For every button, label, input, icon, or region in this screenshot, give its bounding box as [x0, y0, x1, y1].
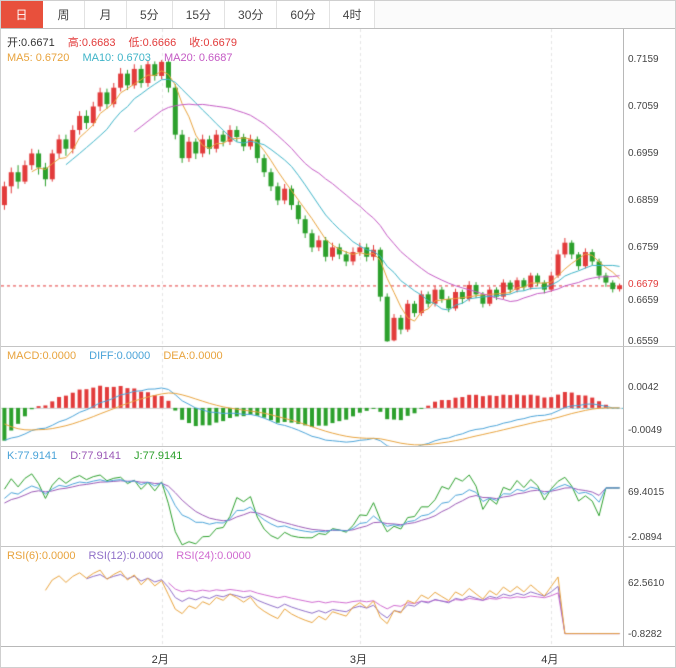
d-value-label: D:77.9141 [70, 450, 121, 462]
y-axis-label: 0.7159 [628, 53, 659, 65]
y-axis-label: 0.6559 [628, 335, 659, 347]
rsi12-value-label: RSI(12):0.0000 [88, 550, 164, 562]
macd-value-label: MACD:0.0000 [7, 350, 77, 362]
panel-separator [1, 446, 675, 447]
dea-value-label: DEA:0.0000 [163, 350, 223, 362]
y-axis-label: -2.0894 [628, 531, 662, 543]
ohlc-high: 高:0.6683 [67, 37, 116, 49]
macd-row: MACD:0.0000 DIFF:0.0000 DEA:0.0000 [7, 350, 233, 362]
tab-month[interactable]: 月 [85, 1, 127, 28]
chart-canvas[interactable] [1, 29, 623, 646]
ohlc-low: 低:0.6666 [128, 37, 177, 49]
tab-4hour[interactable]: 4时 [329, 1, 376, 28]
tab-30min[interactable]: 30分 [225, 1, 278, 28]
timeframe-tabs: 日周月 5分 15分 30分 60分 4时 [1, 1, 675, 29]
x-axis-label: 3月 [349, 654, 367, 666]
y-axis-label: -0.8282 [628, 628, 662, 640]
x-axis-label: 2月 [151, 654, 169, 666]
y-axis-label: 62.5610 [628, 577, 665, 589]
y-axis: 0.7159 0.7059 0.6959 0.6859 0.6759 0.6659 0.65… [623, 29, 675, 646]
y-axis-label: 0.6859 [628, 194, 659, 206]
y-axis-label: 0.6659 [628, 295, 659, 307]
x-axis: 2月 3月 4月 [1, 646, 675, 667]
ohlc-row: 开:0.6671 高:0.6683 低:0.6666 收:0.6679 [7, 34, 247, 50]
rsi24-value-label: RSI(24):0.0000 [176, 550, 251, 562]
ohlc-open: 开:0.6671 [7, 37, 55, 49]
rsi6-value-label: RSI(6):0.0000 [7, 550, 76, 562]
y-axis-label: 0.6959 [628, 147, 659, 159]
ma5-label: MA5: 0.6720 [7, 52, 70, 64]
kdj-row: K:77.9141 D:77.9141 J:77.9141 [7, 450, 192, 462]
tab-5min[interactable]: 5分 [127, 1, 173, 28]
tab-week[interactable]: 周 [43, 1, 85, 28]
y-axis-label: 69.4015 [628, 487, 665, 499]
tab-60min[interactable]: 60分 [277, 1, 330, 28]
tab-15min[interactable]: 15分 [172, 1, 226, 28]
rsi-row: RSI(6):0.0000 RSI(12):0.0000 RSI(24):0.0… [7, 550, 261, 562]
y-axis-label: 0.0042 [628, 381, 659, 393]
tab-day[interactable]: 日 [1, 1, 43, 28]
y-axis-label: -0.0049 [628, 425, 662, 437]
j-value-label: J:77.9141 [134, 450, 183, 462]
ma-row: MA5: 0.6720 MA10: 0.6703 MA20: 0.6687 [7, 52, 243, 64]
ma10-label: MA10: 0.6703 [82, 52, 151, 64]
panel-separator [1, 346, 675, 347]
k-value-label: K:77.9141 [7, 450, 58, 462]
y-axis-label: 0.6759 [628, 241, 659, 253]
y-axis-label: 0.7059 [628, 100, 659, 112]
ma20-label: MA20: 0.6687 [164, 52, 233, 64]
x-axis-label: 4月 [541, 654, 559, 666]
panel-separator [1, 546, 675, 547]
current-price-label: 0.6679 [628, 279, 659, 291]
ohlc-close: 收:0.6679 [189, 37, 237, 49]
diff-value-label: DIFF:0.0000 [89, 350, 151, 362]
